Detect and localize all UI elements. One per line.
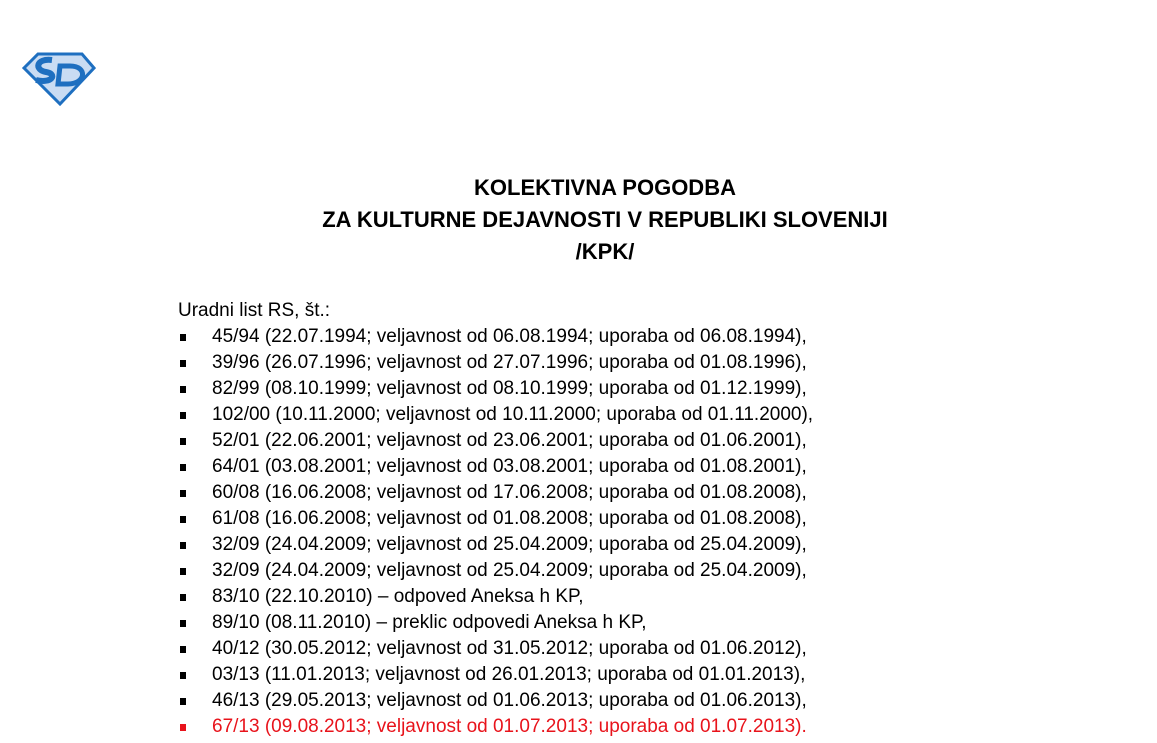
list-item-text: 61/08 (16.06.2008; veljavnost od 01.08.2…	[212, 508, 807, 529]
list-item: 32/09 (24.04.2009; veljavnost od 25.04.2…	[178, 558, 813, 584]
list-item-text: 46/13 (29.05.2013; veljavnost od 01.06.2…	[212, 690, 807, 711]
list-item-text: 39/96 (26.07.1996; veljavnost od 27.07.1…	[212, 352, 807, 373]
square-bullet-icon	[180, 646, 186, 653]
list-item-text: 32/09 (24.04.2009; veljavnost od 25.04.2…	[212, 534, 807, 555]
square-bullet-icon	[180, 620, 186, 627]
list-item: 60/08 (16.06.2008; veljavnost od 17.06.2…	[178, 480, 813, 506]
sd-logo	[22, 52, 96, 106]
list-item: 102/00 (10.11.2000; veljavnost od 10.11.…	[178, 402, 813, 428]
list-item-text: 89/10 (08.11.2010) – preklic odpovedi An…	[212, 612, 647, 633]
list-item: 40/12 (30.05.2012; veljavnost od 31.05.2…	[178, 636, 813, 662]
list-item-text: 67/13 (09.08.2013; veljavnost od 01.07.2…	[212, 716, 807, 737]
square-bullet-icon	[180, 568, 186, 575]
title-line-3: /KPK/	[575, 239, 635, 264]
list-item-text: 32/09 (24.04.2009; veljavnost od 25.04.2…	[212, 560, 807, 581]
list-item: 83/10 (22.10.2010) – odpoved Aneksa h KP…	[178, 584, 813, 610]
list-item: 64/01 (03.08.2001; veljavnost od 03.08.2…	[178, 454, 813, 480]
square-bullet-icon	[180, 360, 186, 367]
square-bullet-icon	[180, 698, 186, 705]
square-bullet-icon	[180, 412, 186, 419]
list-item: 82/99 (08.10.1999; veljavnost od 08.10.1…	[178, 376, 813, 402]
square-bullet-icon	[180, 594, 186, 601]
list-item-text: 03/13 (11.01.2013; veljavnost od 26.01.2…	[212, 664, 806, 685]
square-bullet-icon	[180, 464, 186, 471]
square-bullet-icon	[180, 438, 186, 445]
list-item-text: 60/08 (16.06.2008; veljavnost od 17.06.2…	[212, 482, 807, 503]
gazette-intro: Uradni list RS, št.:	[178, 300, 331, 321]
gazette-list: 45/94 (22.07.1994; veljavnost od 06.08.1…	[178, 324, 813, 740]
square-bullet-icon	[180, 672, 186, 679]
list-item-text: 64/01 (03.08.2001; veljavnost od 03.08.2…	[212, 456, 807, 477]
list-item-text: 40/12 (30.05.2012; veljavnost od 31.05.2…	[212, 638, 807, 659]
list-item-text: 102/00 (10.11.2000; veljavnost od 10.11.…	[212, 404, 814, 425]
list-item: 46/13 (29.05.2013; veljavnost od 01.06.2…	[178, 688, 813, 714]
list-item-text: 83/10 (22.10.2010) – odpoved Aneksa h KP…	[212, 586, 584, 607]
list-item-text: 82/99 (08.10.1999; veljavnost od 08.10.1…	[212, 378, 807, 399]
document-title: KOLEKTIVNA POGODBA ZA KULTURNE DEJAVNOST…	[0, 172, 1157, 268]
list-item-text: 52/01 (22.06.2001; veljavnost od 23.06.2…	[212, 430, 807, 451]
title-line-2: ZA KULTURNE DEJAVNOSTI V REPUBLIKI SLOVE…	[322, 207, 888, 232]
list-item: 03/13 (11.01.2013; veljavnost od 26.01.2…	[178, 662, 813, 688]
list-item: 67/13 (09.08.2013; veljavnost od 01.07.2…	[178, 714, 813, 740]
square-bullet-icon	[180, 490, 186, 497]
square-bullet-icon	[180, 334, 186, 341]
square-bullet-icon	[180, 386, 186, 393]
list-item-text: 45/94 (22.07.1994; veljavnost od 06.08.1…	[212, 326, 807, 347]
list-item: 52/01 (22.06.2001; veljavnost od 23.06.2…	[178, 428, 813, 454]
list-item: 45/94 (22.07.1994; veljavnost od 06.08.1…	[178, 324, 813, 350]
square-bullet-icon	[180, 516, 186, 523]
list-item: 32/09 (24.04.2009; veljavnost od 25.04.2…	[178, 532, 813, 558]
list-item: 89/10 (08.11.2010) – preklic odpovedi An…	[178, 610, 813, 636]
list-item: 39/96 (26.07.1996; veljavnost od 27.07.1…	[178, 350, 813, 376]
list-item: 61/08 (16.06.2008; veljavnost od 01.08.2…	[178, 506, 813, 532]
square-bullet-icon	[180, 542, 186, 549]
square-bullet-icon	[180, 724, 186, 731]
title-line-1: KOLEKTIVNA POGODBA	[474, 175, 736, 200]
